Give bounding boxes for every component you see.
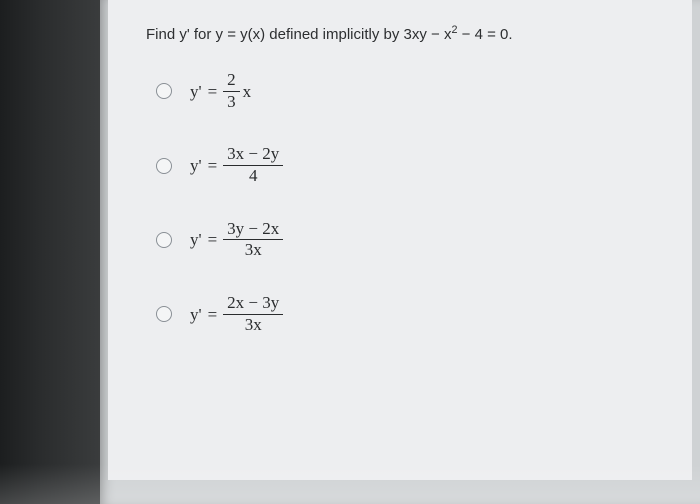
trailing-factor: x (243, 83, 252, 100)
radio-icon[interactable] (156, 158, 172, 174)
eq-sign: = (208, 231, 218, 248)
option-d[interactable]: y' = 2x − 3y 3x (156, 294, 662, 334)
quiz-paper: Find y' for y = y(x) defined implicitly … (108, 0, 692, 480)
question-prefix: Find y' for y = y(x) defined implicitly … (146, 26, 404, 43)
photo-shadow-left (0, 0, 100, 504)
lhs: y' (190, 306, 202, 323)
radio-icon[interactable] (156, 232, 172, 248)
fraction: 3x − 2y 4 (223, 145, 283, 185)
denominator: 3x (241, 240, 266, 260)
numerator: 2x − 3y (223, 294, 283, 315)
eq-sign: = (208, 306, 218, 323)
denominator: 4 (245, 166, 262, 186)
radio-icon[interactable] (156, 83, 172, 99)
eq-sign: = (208, 83, 218, 100)
radio-icon[interactable] (156, 306, 172, 322)
paper-frame: Find y' for y = y(x) defined implicitly … (100, 0, 700, 504)
option-d-expression: y' = 2x − 3y 3x (190, 294, 286, 334)
denominator: 3x (241, 315, 266, 335)
question-text: Find y' for y = y(x) defined implicitly … (146, 26, 662, 43)
lhs: y' (190, 157, 202, 174)
option-a[interactable]: y' = 2 3 x (156, 71, 662, 111)
option-b[interactable]: y' = 3x − 2y 4 (156, 145, 662, 185)
eq-sign: = (208, 157, 218, 174)
option-b-expression: y' = 3x − 2y 4 (190, 145, 286, 185)
option-c-expression: y' = 3y − 2x 3x (190, 220, 286, 260)
lhs: y' (190, 83, 202, 100)
options-list: y' = 2 3 x y' = 3x − 2y 4 (156, 71, 662, 335)
denominator: 3 (223, 92, 240, 112)
lhs: y' (190, 231, 202, 248)
numerator: 2 (223, 71, 240, 92)
option-a-expression: y' = 2 3 x (190, 71, 251, 111)
fraction: 3y − 2x 3x (223, 220, 283, 260)
numerator: 3x − 2y (223, 145, 283, 166)
option-c[interactable]: y' = 3y − 2x 3x (156, 220, 662, 260)
fraction: 2 3 (223, 71, 240, 111)
question-equation: 3xy − x2 − 4 = 0. (404, 26, 513, 43)
fraction: 2x − 3y 3x (223, 294, 283, 334)
numerator: 3y − 2x (223, 220, 283, 241)
